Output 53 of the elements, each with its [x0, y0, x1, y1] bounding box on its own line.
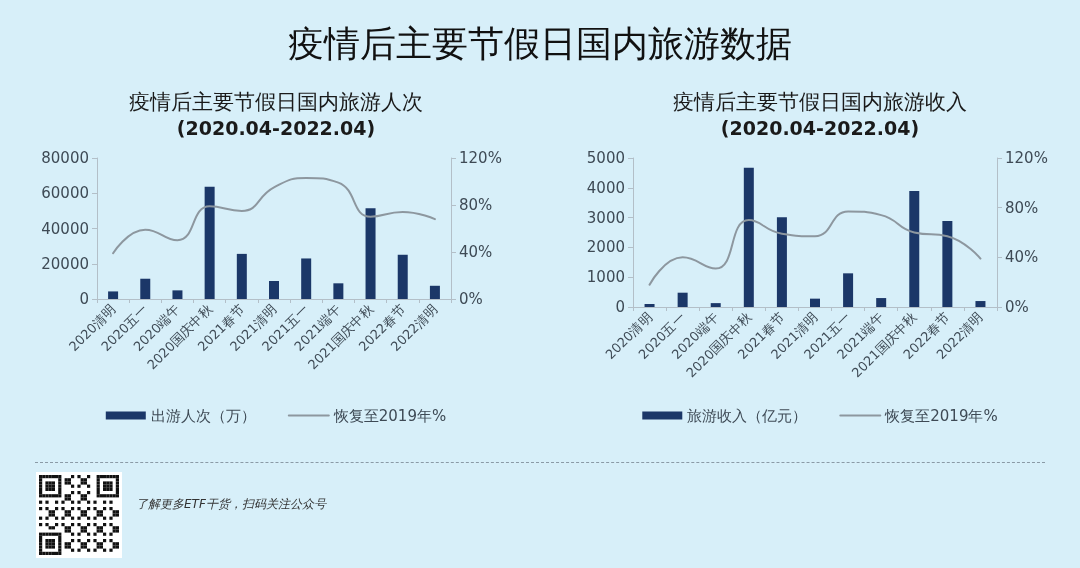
y2-tick-label: 120%: [1005, 149, 1048, 167]
y-tick-label: 0: [79, 290, 89, 308]
y-tick-label: 80000: [41, 149, 89, 167]
y2-tick-label: 120%: [459, 149, 502, 167]
chart-subtitle: (2020.04-2022.04): [720, 116, 920, 139]
y2-tick-label: 80%: [459, 196, 493, 214]
bar: [909, 191, 920, 307]
chart-subtitle: (2020.04-2022.04): [176, 116, 376, 139]
y-tick-label: 40000: [41, 219, 89, 238]
bar: [843, 273, 854, 307]
bar: [301, 258, 312, 299]
legend-label: 恢复至2019年%: [332, 406, 447, 425]
bar: [776, 217, 787, 307]
legend-label: 恢复至2019年%: [884, 406, 998, 425]
bar: [236, 253, 247, 299]
chart-title: 疫情后主要节假日国内旅游收入: [673, 89, 967, 114]
bar: [365, 208, 376, 299]
bar: [810, 298, 820, 307]
text: 了解更多ETF干货，扫码关注公众号: [136, 496, 326, 513]
bar: [743, 167, 754, 307]
bar: [204, 186, 215, 299]
y-tick-label: 4000: [586, 178, 625, 197]
bar: [644, 304, 655, 307]
bar: [429, 285, 440, 299]
bar: [397, 254, 408, 299]
bar: [108, 291, 119, 299]
line-series: [112, 176, 436, 255]
text: 疫情后主要节假日国内旅游数据: [287, 22, 793, 66]
y2-tick-label: 40%: [1005, 248, 1039, 267]
y2-tick-label: 0%: [459, 290, 483, 308]
y-tick-label: 0: [615, 298, 625, 316]
bar: [876, 298, 887, 307]
bar: [172, 290, 183, 299]
bar: [333, 283, 344, 299]
y2-tick-label: 40%: [459, 243, 493, 261]
y2-tick-label: 80%: [1005, 198, 1039, 217]
line-series: [648, 210, 982, 286]
y-tick-label: 20000: [41, 254, 89, 273]
bar: [942, 220, 953, 307]
y-tick-label: 5000: [586, 149, 625, 167]
y-tick-label: 60000: [41, 184, 89, 203]
bar: [677, 292, 688, 307]
bar: [140, 278, 151, 299]
legend-label: 旅游收入（亿元）: [687, 406, 808, 425]
y2-tick-label: 0%: [1005, 298, 1029, 316]
chart-title: 疫情后主要节假日国内旅游人次: [129, 89, 423, 114]
y-tick-label: 1000: [586, 268, 625, 287]
y-tick-label: 3000: [586, 208, 625, 227]
bar: [975, 301, 986, 307]
legend-label: 出游人次（万）: [150, 406, 256, 425]
bar: [710, 303, 721, 307]
y-tick-label: 2000: [586, 238, 625, 257]
bar: [269, 281, 279, 299]
